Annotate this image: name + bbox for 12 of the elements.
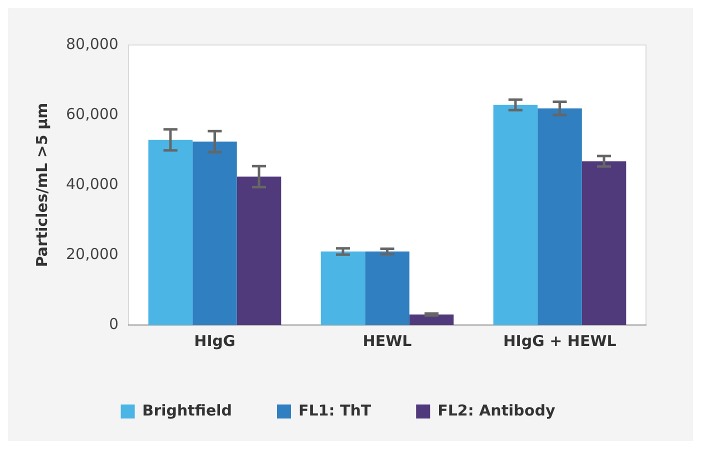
x-tick-label: HIgG + HEWL bbox=[503, 332, 617, 350]
y-tick-label: 80,000 bbox=[66, 34, 118, 53]
legend-label: FL2: Antibody bbox=[438, 401, 556, 420]
y-tick-label: 40,000 bbox=[66, 174, 118, 193]
legend-label: FL1: ThT bbox=[298, 401, 372, 420]
y-tick-label: 20,000 bbox=[66, 244, 118, 263]
x-tick-label: HEWL bbox=[362, 332, 412, 350]
x-tick-label: HIgG bbox=[194, 332, 236, 350]
y-tick-label: 0 bbox=[108, 314, 118, 333]
y-tick-label: 60,000 bbox=[66, 104, 118, 123]
y-axis-title: Particles/mL >5 µm bbox=[32, 102, 51, 268]
legend-label: Brightfield bbox=[142, 401, 232, 420]
